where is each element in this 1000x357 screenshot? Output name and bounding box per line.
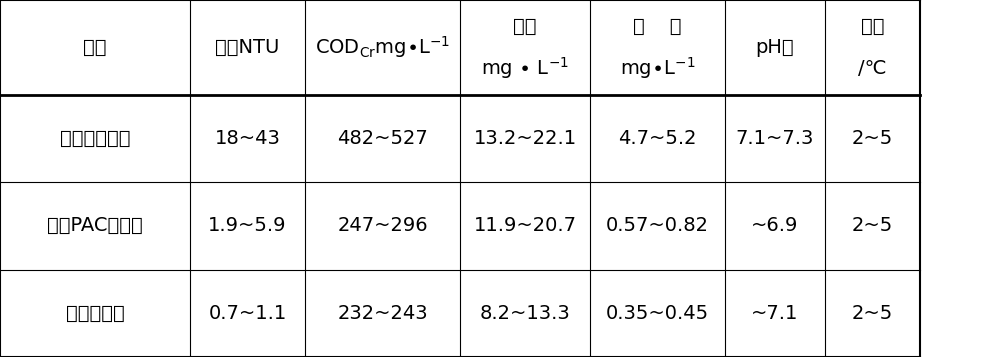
Text: 2~5: 2~5 — [852, 216, 893, 235]
Text: 温度: 温度 — [861, 17, 884, 36]
Text: 处理前的原水: 处理前的原水 — [60, 129, 130, 148]
Text: 浊度NTU: 浊度NTU — [215, 38, 280, 57]
Text: 13.2~22.1: 13.2~22.1 — [473, 129, 577, 148]
Text: 232~243: 232~243 — [337, 304, 428, 323]
Text: 项目: 项目 — [83, 38, 107, 57]
Text: 11.9~20.7: 11.9~20.7 — [473, 216, 576, 235]
Text: 2~5: 2~5 — [852, 304, 893, 323]
Text: 1.9~5.9: 1.9~5.9 — [208, 216, 287, 235]
Text: ~6.9: ~6.9 — [751, 216, 799, 235]
Text: 市售PAC沉后水: 市售PAC沉后水 — [47, 216, 143, 235]
Text: 2~5: 2~5 — [852, 129, 893, 148]
Text: 482~527: 482~527 — [337, 129, 428, 148]
Text: pH值: pH值 — [756, 38, 794, 57]
Text: /℃: /℃ — [858, 59, 887, 77]
Text: 247~296: 247~296 — [337, 216, 428, 235]
Text: 总    磷: 总 磷 — [633, 17, 682, 36]
Text: 8.2~13.3: 8.2~13.3 — [480, 304, 570, 323]
Text: 18~43: 18~43 — [215, 129, 280, 148]
Text: 0.57~0.82: 0.57~0.82 — [606, 216, 709, 235]
Text: 4.7~5.2: 4.7~5.2 — [618, 129, 697, 148]
Text: mg$\bullet$L$^{-1}$: mg$\bullet$L$^{-1}$ — [620, 55, 695, 81]
Text: 7.1~7.3: 7.1~7.3 — [736, 129, 814, 148]
Text: 本法沉后水: 本法沉后水 — [66, 304, 124, 323]
Text: COD$_{\rm Cr}$mg$\bullet$L$^{-1}$: COD$_{\rm Cr}$mg$\bullet$L$^{-1}$ — [315, 34, 450, 60]
Text: mg $\bullet$ L$^{-1}$: mg $\bullet$ L$^{-1}$ — [481, 55, 569, 81]
Text: 0.7~1.1: 0.7~1.1 — [208, 304, 287, 323]
Text: 总氮: 总氮 — [513, 17, 537, 36]
Text: ~7.1: ~7.1 — [751, 304, 799, 323]
Text: 0.35~0.45: 0.35~0.45 — [606, 304, 709, 323]
